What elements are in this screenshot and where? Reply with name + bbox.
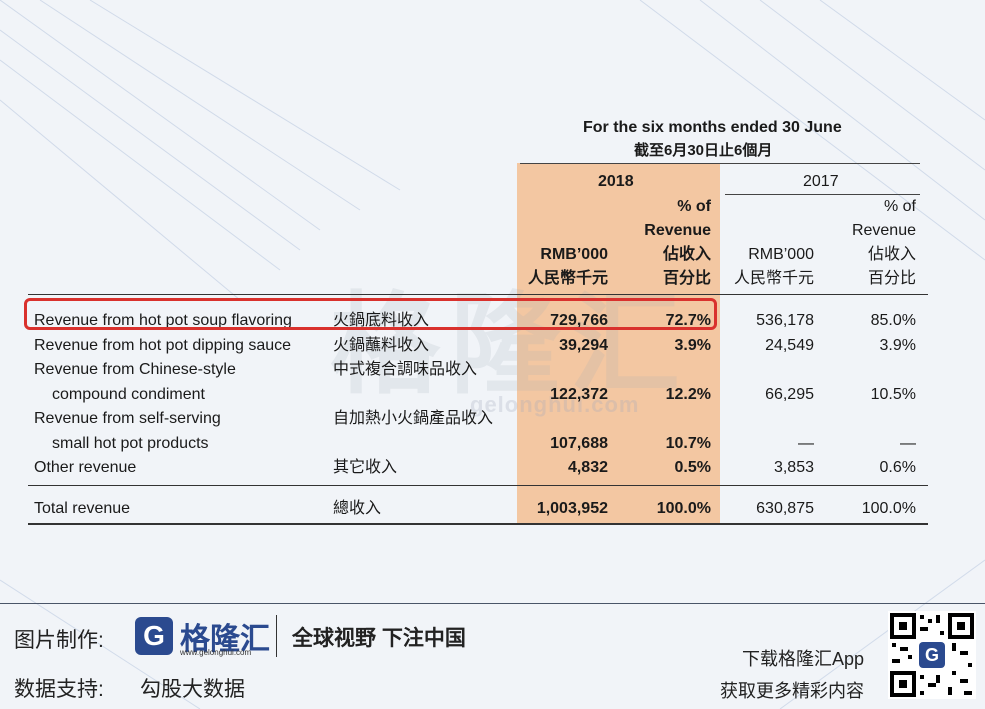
data-support-label: 数据支持: bbox=[14, 678, 104, 701]
row-4-label-zh: 自加熱小火鍋產品收入 bbox=[333, 410, 494, 427]
rmb-2017: RMB’000 bbox=[748, 246, 814, 263]
header-bottom-rule bbox=[28, 294, 928, 295]
row-4-label-en: Revenue from self-serving bbox=[34, 410, 221, 427]
pct-of-2018: % of bbox=[677, 198, 711, 215]
logo-letter: G bbox=[143, 620, 165, 651]
row-4-label-en-2: small hot pot products bbox=[52, 435, 209, 452]
footer-separator bbox=[276, 615, 277, 657]
row-5-label-en: Other revenue bbox=[34, 459, 137, 476]
share-zh-2018: 佔收入 bbox=[662, 246, 711, 263]
row-3-label-en: Revenue from Chinese-style bbox=[34, 361, 236, 378]
row-1-label-zh: 火鍋底料收入 bbox=[333, 312, 430, 329]
more-content-text: 获取更多精彩内容 bbox=[720, 681, 864, 701]
slogan: 全球视野 下注中国 bbox=[292, 627, 466, 650]
download-app-text: 下载格隆汇App bbox=[742, 649, 865, 669]
row-2-pct-2017: 3.9% bbox=[879, 337, 916, 354]
row-3-label-en-2: compound condiment bbox=[52, 386, 205, 403]
revenue-2018: Revenue bbox=[644, 222, 711, 239]
brand-name: 格隆汇 bbox=[180, 623, 270, 656]
row-1-pct-2018: 72.7% bbox=[665, 312, 711, 329]
row-4-value-2018: 107,688 bbox=[550, 435, 608, 452]
watermark-url: gelonghui.com bbox=[470, 392, 640, 417]
row-4-pct-2018: 10.7% bbox=[665, 435, 711, 452]
row-2-label-en: Revenue from hot pot dipping sauce bbox=[34, 337, 292, 354]
unit-zh-2018: 人民幣千元 bbox=[527, 270, 608, 287]
row-5-label-zh: 其它收入 bbox=[333, 459, 398, 476]
share-zh-2017: 佔收入 bbox=[867, 246, 916, 263]
row-2-value-2018: 39,294 bbox=[559, 337, 608, 354]
total-bottom-rule bbox=[28, 523, 928, 525]
total-pct-2018: 100.0% bbox=[656, 500, 711, 517]
qr-code: G bbox=[888, 611, 976, 699]
rmb-2018: RMB’000 bbox=[540, 246, 608, 263]
total-value-2018: 1,003,952 bbox=[536, 500, 608, 517]
row-1-value-2017: 536,178 bbox=[756, 312, 814, 329]
year-2017: 2017 bbox=[803, 173, 839, 190]
row-4-value-2017: — bbox=[798, 435, 814, 452]
qr-pattern-icon bbox=[890, 613, 974, 697]
total-label-zh: 總收入 bbox=[333, 500, 382, 517]
row-2-label-zh: 火鍋蘸料收入 bbox=[333, 337, 430, 354]
row-5-pct-2017: 0.6% bbox=[879, 459, 916, 476]
footer-divider bbox=[0, 603, 985, 604]
period-title-en: For the six months ended 30 June bbox=[583, 119, 842, 136]
row-3-pct-2018: 12.2% bbox=[665, 386, 711, 403]
brand-url: www.gelonghui.com bbox=[180, 648, 252, 657]
pct-of-2017: % of bbox=[883, 198, 916, 215]
row-1-value-2018: 729,766 bbox=[550, 312, 608, 329]
pct-zh-2018: 百分比 bbox=[662, 270, 711, 287]
row-3-value-2017: 66,295 bbox=[765, 386, 814, 403]
row-5-value-2018: 4,832 bbox=[567, 459, 608, 476]
row-1-pct-2017: 85.0% bbox=[870, 312, 916, 329]
row-3-pct-2017: 10.5% bbox=[870, 386, 916, 403]
watermark: 格隆汇 bbox=[330, 281, 690, 409]
highlight-2018-column bbox=[517, 163, 720, 523]
pct-zh-2017: 百分比 bbox=[867, 270, 916, 287]
row-2-value-2017: 24,549 bbox=[765, 337, 814, 354]
row-2-pct-2018: 3.9% bbox=[674, 337, 711, 354]
row-3-label-zh: 中式複合調味品收入 bbox=[333, 361, 478, 378]
qr-center-logo: G bbox=[919, 642, 945, 668]
unit-zh-2017: 人民幣千元 bbox=[733, 270, 814, 287]
data-source: 勾股大数据 bbox=[140, 678, 245, 701]
year-2018: 2018 bbox=[598, 173, 634, 190]
total-label-en: Total revenue bbox=[34, 500, 131, 517]
revenue-2017: Revenue bbox=[851, 222, 916, 239]
total-value-2017: 630,875 bbox=[756, 500, 814, 517]
row-5-value-2017: 3,853 bbox=[773, 459, 814, 476]
highlight-red-box bbox=[24, 298, 717, 330]
row-4-pct-2017: — bbox=[900, 435, 916, 452]
period-title-zh: 截至6月30日止6個月 bbox=[634, 142, 773, 159]
year-2017-underline bbox=[725, 194, 920, 195]
row-3-value-2018: 122,372 bbox=[550, 386, 608, 403]
row-1-label-en: Revenue from hot pot soup flavoring bbox=[34, 312, 292, 329]
made-by-label: 图片制作: bbox=[14, 629, 104, 652]
header-underline bbox=[520, 163, 920, 164]
row-5-pct-2018: 0.5% bbox=[674, 459, 711, 476]
total-top-rule bbox=[28, 485, 928, 486]
gelonghui-logo: G bbox=[135, 617, 173, 655]
total-pct-2017: 100.0% bbox=[861, 500, 916, 517]
